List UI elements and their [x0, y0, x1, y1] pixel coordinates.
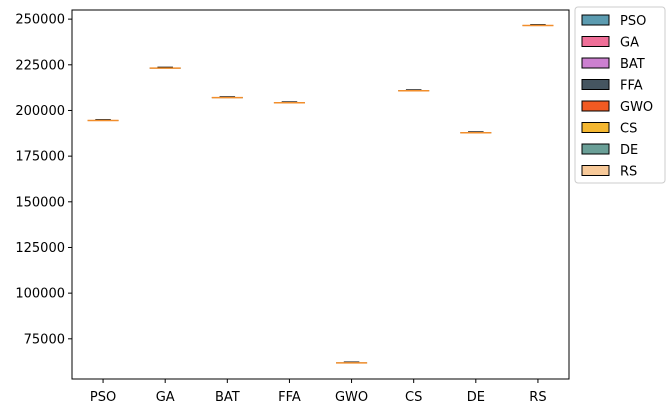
y-tick-label: 175000: [15, 150, 65, 165]
y-axis: 75000 100000 125000 150000 175000 200000 22500…: [15, 13, 72, 347]
legend-swatch-ga: [581, 36, 610, 47]
legend-swatch-de: [581, 143, 610, 155]
y-tick-label: 100000: [15, 287, 65, 302]
legend-swatch-ffa: [581, 79, 610, 90]
box-layer: [87, 24, 554, 364]
legend-label-cs: CS: [620, 122, 637, 137]
y-tick-label: 200000: [15, 104, 65, 119]
y-tick-label: 125000: [15, 241, 65, 256]
legend-swatch-gwo: [581, 100, 610, 112]
x-tick-label: BAT: [215, 390, 240, 405]
legend-label-ffa: FFA: [620, 79, 643, 94]
x-tick-label: DE: [467, 390, 485, 405]
legend-label-pso: PSO: [620, 14, 646, 29]
y-tick-label: 75000: [24, 332, 65, 347]
x-tick-label: FFA: [278, 390, 301, 405]
plot-frame: [71, 9, 570, 380]
legend-label-de: DE: [620, 143, 638, 158]
legend-label-rs: RS: [620, 165, 637, 180]
x-tick-label: RS: [529, 390, 546, 405]
x-tick-label: GA: [156, 390, 175, 405]
legend-swatch-pso: [581, 14, 610, 26]
legend-swatch-rs: [581, 165, 610, 176]
y-tick-label: 225000: [15, 58, 65, 73]
x-tick-label: CS: [405, 390, 422, 405]
y-tick-label: 250000: [15, 13, 65, 28]
legend-swatch-bat: [581, 57, 610, 69]
legend-label-bat: BAT: [620, 57, 645, 72]
x-axis: PSO GA BAT FFA GWO CS DE RS: [90, 379, 547, 405]
legend-swatch-cs: [581, 122, 610, 133]
x-tick-label: PSO: [90, 390, 116, 405]
legend: PSO GA BAT FFA GWO CS DE RS: [574, 6, 666, 184]
legend-label-ga: GA: [620, 36, 639, 51]
x-tick-label: GWO: [335, 390, 368, 405]
legend-label-gwo: GWO: [620, 100, 653, 115]
legend-frame: [574, 6, 666, 184]
y-tick-label: 150000: [15, 195, 65, 210]
